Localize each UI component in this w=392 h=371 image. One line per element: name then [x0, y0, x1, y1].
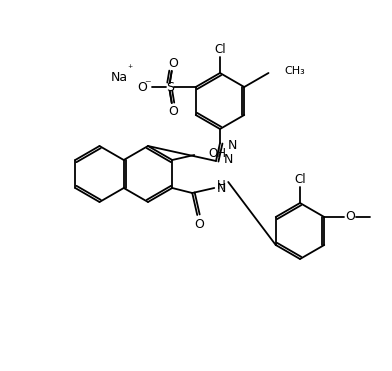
Text: Cl: Cl — [214, 43, 226, 56]
Text: O: O — [194, 217, 204, 230]
Text: N: N — [228, 138, 238, 151]
Text: O: O — [345, 210, 355, 223]
Text: H: H — [217, 178, 226, 191]
Text: N: N — [224, 152, 233, 165]
Text: N: N — [217, 181, 227, 194]
Text: ⁻: ⁻ — [144, 79, 151, 92]
Text: ⁺: ⁺ — [127, 64, 132, 74]
Text: CH₃: CH₃ — [285, 66, 305, 76]
Text: Cl: Cl — [294, 173, 306, 186]
Text: O: O — [137, 81, 147, 93]
Text: Na: Na — [111, 70, 128, 83]
Text: S: S — [166, 81, 174, 93]
Text: O: O — [168, 105, 178, 118]
Text: O: O — [168, 56, 178, 69]
Text: OH: OH — [208, 147, 226, 160]
